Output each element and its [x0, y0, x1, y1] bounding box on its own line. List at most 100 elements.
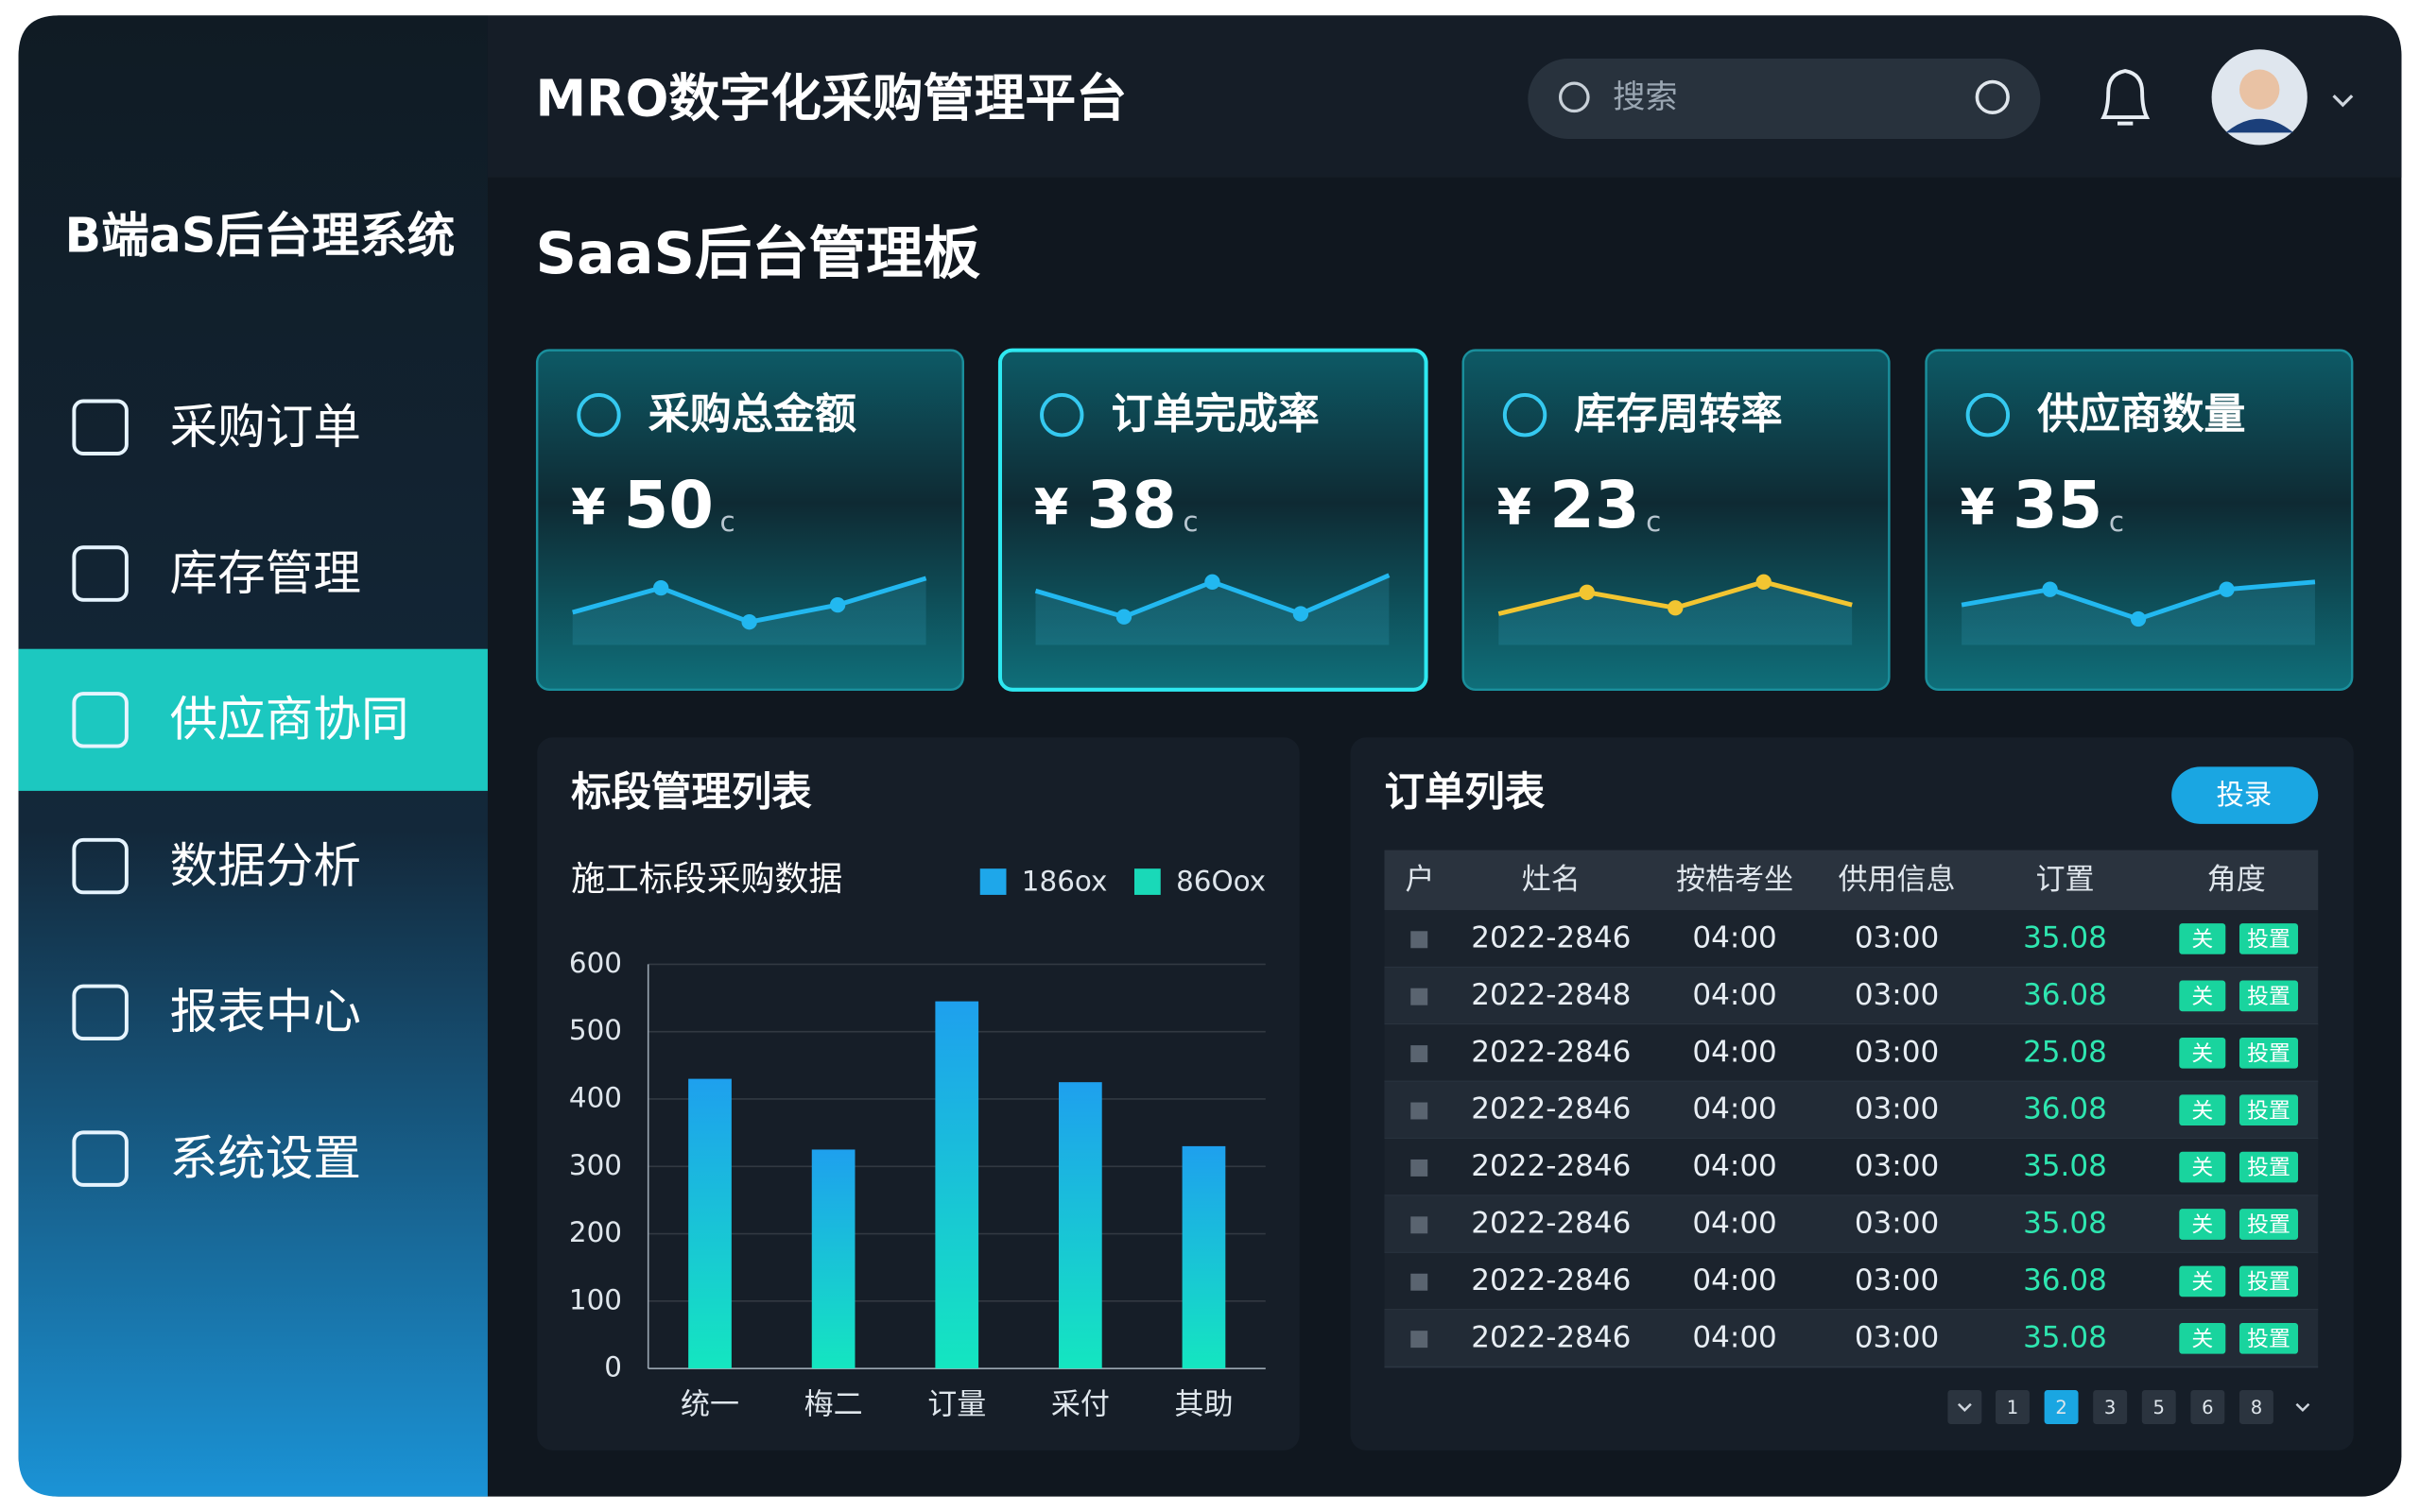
close-label: 关: [2191, 985, 2213, 1009]
avatar-face: [2238, 69, 2280, 110]
page-button[interactable]: [2093, 1390, 2128, 1424]
page-button[interactable]: [2141, 1390, 2176, 1424]
kpi-point: [1755, 574, 1772, 590]
kpi-value: 23: [1549, 468, 1639, 543]
close-button[interactable]: [2179, 1037, 2226, 1069]
bar: [1059, 1082, 1102, 1369]
close-label: 关: [2191, 1099, 2213, 1124]
add-button-label: 投录: [2216, 779, 2272, 811]
table-row: [1384, 1024, 2319, 1082]
nav-icon: [72, 984, 129, 1041]
close-button[interactable]: [2179, 1151, 2226, 1183]
row-checkbox[interactable]: [1410, 1273, 1428, 1291]
kpi-icon: [577, 393, 621, 438]
panel-title: 标段管理列表: [571, 769, 812, 816]
legend-label: 86Oox: [1176, 865, 1266, 897]
close-button[interactable]: [2179, 923, 2226, 954]
bell[interactable]: [2100, 69, 2151, 126]
kpi-title: 库存周转率: [1574, 390, 1782, 438]
table-row: [1384, 1081, 2319, 1139]
row-checkbox[interactable]: [1410, 988, 1428, 1005]
nav-label: 供应商协同: [170, 692, 409, 747]
legend-label: 186ox: [1022, 865, 1108, 897]
kpi-area: [1035, 575, 1390, 645]
page-button[interactable]: [1996, 1390, 2030, 1424]
cell-id: 2022-2846: [1471, 1207, 1631, 1241]
cell-info: 03:00: [1855, 978, 1939, 1012]
cell-amount: 36.08: [2023, 1263, 2107, 1297]
cell-info: 03:00: [1855, 1207, 1939, 1241]
close-label: 关: [2191, 1041, 2213, 1066]
nav-label: 采购订单: [170, 399, 361, 455]
row-checkbox[interactable]: [1410, 1045, 1428, 1063]
row-checkbox[interactable]: [1410, 1159, 1428, 1177]
set-button[interactable]: [2238, 1151, 2299, 1183]
app-title: MRO数字化采购管理平台: [536, 68, 1128, 128]
search-icon: [1558, 81, 1590, 113]
set-button[interactable]: [2238, 1209, 2299, 1240]
page-button[interactable]: [2190, 1390, 2225, 1424]
kpi-icon: [1965, 393, 2011, 438]
set-label: 投置: [2247, 1270, 2290, 1295]
row-checkbox[interactable]: [1410, 1216, 1428, 1234]
close-button[interactable]: [2179, 1209, 2226, 1240]
close-button[interactable]: [2179, 1265, 2226, 1297]
close-label: 关: [2191, 928, 2213, 953]
page-prev-icon: [1957, 1402, 1972, 1412]
page-prev[interactable]: [1947, 1390, 1982, 1424]
page-title: SaaS后台管理板: [536, 221, 981, 287]
set-label: 投置: [2247, 1327, 2290, 1351]
set-label: 投置: [2247, 1213, 2290, 1238]
set-button[interactable]: [2238, 1323, 2299, 1354]
add-button[interactable]: [2171, 766, 2319, 824]
sidebar-title: B端aS后台理系统: [65, 208, 456, 264]
table-row: [1384, 1195, 2319, 1253]
cell-time: 04:00: [1692, 1207, 1776, 1241]
close-button[interactable]: [2179, 1323, 2226, 1354]
table-row: [1384, 967, 2319, 1025]
kpi-point: [1115, 609, 1132, 625]
nav-icon: [72, 1130, 129, 1187]
cell-info: 03:00: [1855, 920, 1939, 954]
bar: [1182, 1145, 1226, 1369]
avatar-body: [2225, 118, 2294, 133]
table-row: [1384, 1138, 2319, 1196]
set-button[interactable]: [2238, 923, 2299, 954]
x-tick-label: 其助: [1174, 1387, 1233, 1421]
search-box[interactable]: [1528, 59, 2041, 139]
cell-id: 2022-2848: [1471, 978, 1631, 1012]
table-header: [1384, 850, 2319, 911]
close-label: 关: [2191, 1156, 2213, 1180]
page-next[interactable]: [2295, 1402, 2310, 1412]
set-button[interactable]: [2238, 1037, 2299, 1069]
y-tick-label: 400: [569, 1081, 622, 1113]
kpi-point: [2042, 581, 2058, 597]
table-header-cell: 供用信息: [1838, 863, 1955, 897]
kpi-area: [1962, 581, 2315, 645]
row-checkbox[interactable]: [1410, 1102, 1428, 1120]
user-menu[interactable]: [2332, 94, 2354, 108]
cell-id: 2022-2846: [1471, 920, 1631, 954]
close-button[interactable]: [2179, 980, 2226, 1012]
x-tick-label: 梅二: [804, 1387, 863, 1421]
cell-info: 03:00: [1855, 1320, 1939, 1354]
y-tick-label: 200: [569, 1216, 622, 1248]
bar: [811, 1149, 856, 1369]
page-button[interactable]: [2238, 1390, 2273, 1424]
search-placeholder: 搜索: [1613, 78, 1678, 116]
row-checkbox[interactable]: [1410, 1331, 1428, 1349]
kpi-title: 供应商数量: [2037, 390, 2245, 438]
page-button[interactable]: [2044, 1390, 2079, 1424]
set-button[interactable]: [2238, 1265, 2299, 1297]
set-button[interactable]: [2238, 1094, 2299, 1126]
set-button[interactable]: [2238, 980, 2299, 1012]
row-checkbox[interactable]: [1410, 931, 1428, 949]
page-number: 2: [2055, 1397, 2066, 1418]
search-button[interactable]: [1975, 79, 2010, 114]
cell-amount: 35.08: [2023, 920, 2107, 954]
y-tick-label: 100: [569, 1283, 622, 1315]
kpi-point: [1204, 574, 1220, 590]
kpi-currency: ¥: [571, 479, 605, 536]
cell-info: 03:00: [1855, 1149, 1939, 1183]
close-button[interactable]: [2179, 1094, 2226, 1126]
